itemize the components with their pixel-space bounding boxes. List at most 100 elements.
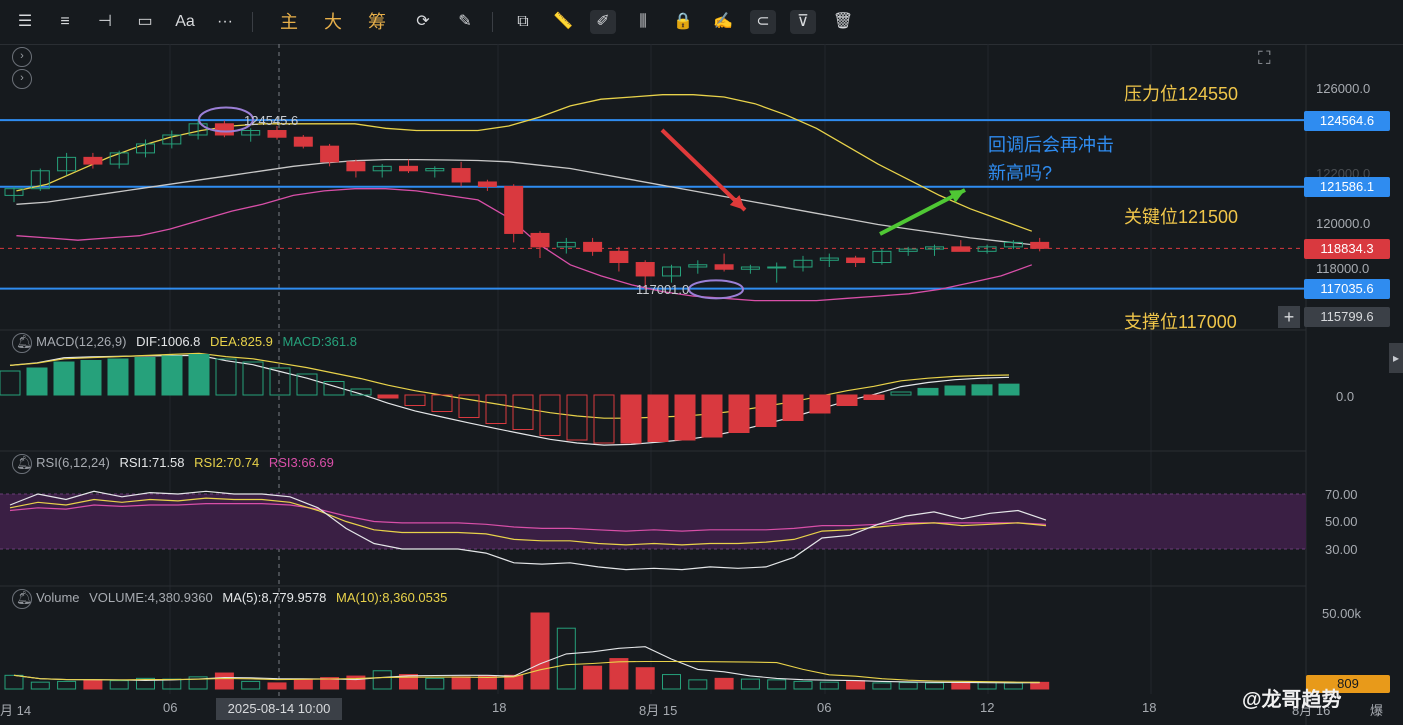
collapse-macd-icon[interactable]: ⌃ xyxy=(12,333,32,353)
macd-histogram-bar xyxy=(593,394,615,444)
key-annotation: 关键位121500 xyxy=(1124,207,1239,227)
filter-icon[interactable]: ⊽ xyxy=(790,10,816,34)
candle-body xyxy=(477,181,497,187)
volume-value: VOLUME:4,380.9360 xyxy=(89,590,213,605)
text-icon[interactable]: Aa xyxy=(175,13,195,30)
macd-histogram-bar xyxy=(161,355,183,396)
macd-histogram-bar xyxy=(809,394,831,414)
candle-body xyxy=(872,250,892,264)
macd-histogram-bar xyxy=(323,381,345,396)
volume-bar xyxy=(1030,681,1050,690)
time-axis-label: 12 xyxy=(980,700,995,715)
settings-icon[interactable]: ☰ xyxy=(17,13,33,30)
toolbar-separator xyxy=(492,12,493,32)
rsi2-value: RSI2:70.74 xyxy=(194,455,260,470)
candle-body xyxy=(162,134,182,145)
collapse-volume-icon[interactable]: ⌃ xyxy=(12,589,32,609)
expand-icon[interactable]: › xyxy=(12,69,32,89)
candle-body xyxy=(320,145,340,163)
candle-body xyxy=(267,130,287,138)
collapse-rsi-icon[interactable]: ⌃ xyxy=(12,454,32,474)
volume-bar xyxy=(740,678,760,690)
macd-histogram-bar xyxy=(134,357,156,396)
candle-body xyxy=(504,185,524,234)
macd-histogram-bar xyxy=(53,361,75,396)
candle-body xyxy=(977,246,997,252)
candle-body xyxy=(57,156,77,172)
volume-bar xyxy=(714,677,734,690)
refresh-icon[interactable]: ⟳ xyxy=(416,13,430,30)
macd-histogram-bar xyxy=(917,387,939,396)
candle-body xyxy=(241,130,261,136)
rectangle-icon[interactable]: ▭ xyxy=(137,13,153,30)
macd-histogram-bar xyxy=(674,394,696,441)
magnet-icon[interactable]: ⊂ xyxy=(750,10,776,34)
volume-bar xyxy=(188,676,208,690)
candle-body xyxy=(819,257,839,261)
copy-icon[interactable]: ⧉ xyxy=(517,13,529,30)
macd-histogram-bar xyxy=(26,367,48,396)
rsi3-value: RSI3:66.69 xyxy=(268,455,334,470)
macd-histogram-bar xyxy=(215,358,237,396)
draw-tool-icon[interactable]: ✎ xyxy=(458,13,472,30)
macd-axis-label: 0.0 xyxy=(1336,389,1355,404)
macd-dif-line xyxy=(9,354,1010,446)
macd-histogram-bar xyxy=(890,391,912,396)
rsi-band xyxy=(0,494,1306,549)
horizontal-line-icon[interactable]: ⊣ xyxy=(98,13,112,30)
volume-bar xyxy=(57,680,77,690)
side-panel-toggle-icon[interactable]: ▸ xyxy=(1389,343,1403,373)
volume-bar xyxy=(767,679,787,690)
volume-bar xyxy=(241,680,261,690)
price-axis-label: 120000.0 xyxy=(1316,216,1371,231)
menu-icon[interactable]: ≡ xyxy=(60,13,70,30)
volume-current-tag: 809 xyxy=(1306,675,1390,693)
candle-body xyxy=(635,262,655,277)
candle-body xyxy=(530,232,550,248)
add-alert-icon[interactable]: + xyxy=(1278,306,1300,328)
rsi2-line xyxy=(9,497,1047,546)
volume-ma5: MA(5):8,779.9578 xyxy=(222,590,327,605)
candle-body xyxy=(293,136,313,147)
candle-body xyxy=(30,170,50,190)
support-annotation: 支撑位117000 xyxy=(1124,312,1237,332)
volume-bar xyxy=(162,678,182,690)
rsi1-line xyxy=(9,490,1047,571)
macd-histogram-bar xyxy=(269,367,291,396)
macd-legend: 🔔︎ MACD(12,26,9) DIF:1006.8 DEA:825.9 MA… xyxy=(16,334,357,350)
main-indicator-button[interactable]: 主 xyxy=(280,12,298,32)
macd-histogram-bar xyxy=(863,394,885,400)
watermark: @龙哥趋势 xyxy=(1242,689,1342,711)
fullscreen-icon[interactable]: ⛶ xyxy=(1258,48,1271,68)
pen-icon[interactable]: ✐ xyxy=(590,10,616,34)
large-order-button[interactable]: 大 xyxy=(324,12,342,32)
macd-histogram-bar xyxy=(566,394,588,441)
macd-histogram-bar xyxy=(431,394,453,412)
macd-histogram-bar xyxy=(458,394,480,418)
time-axis-label: 8月 16 xyxy=(1292,703,1331,718)
rsi-axis-label: 50.00 xyxy=(1325,514,1358,529)
macd-histogram-bar xyxy=(539,394,561,436)
expand-icon[interactable]: › xyxy=(12,47,32,67)
trash-icon[interactable]: 🗑 xyxy=(832,13,854,30)
volume-bar xyxy=(1003,682,1023,690)
macd-dea: DEA:825.9 xyxy=(210,334,273,349)
chip-distribution-button[interactable]: 筹 xyxy=(368,12,386,32)
volume-bar xyxy=(477,675,497,690)
time-axis-label: 爆 xyxy=(1370,703,1384,718)
candle-body xyxy=(583,241,603,252)
candle-icon[interactable]: ⫼ xyxy=(639,13,647,30)
macd-histogram-bar xyxy=(485,394,507,424)
chart-canvas[interactable] xyxy=(0,44,1403,725)
low-marker-ellipse xyxy=(688,279,744,300)
macd-dea-line xyxy=(9,352,1010,419)
more-icon[interactable]: ··· xyxy=(217,13,233,30)
lock-icon[interactable]: 🔒 xyxy=(673,13,693,30)
ruler-icon[interactable]: 📏 xyxy=(553,13,573,30)
current-price-tag: 118834.3 xyxy=(1304,239,1390,259)
macd-histogram-bar xyxy=(782,394,804,421)
edit-icon[interactable]: ✍ xyxy=(713,13,733,30)
volume-bar xyxy=(504,674,524,690)
candle-body xyxy=(425,168,445,172)
question-annotation-line1: 回调后会再冲击 xyxy=(988,135,1114,155)
